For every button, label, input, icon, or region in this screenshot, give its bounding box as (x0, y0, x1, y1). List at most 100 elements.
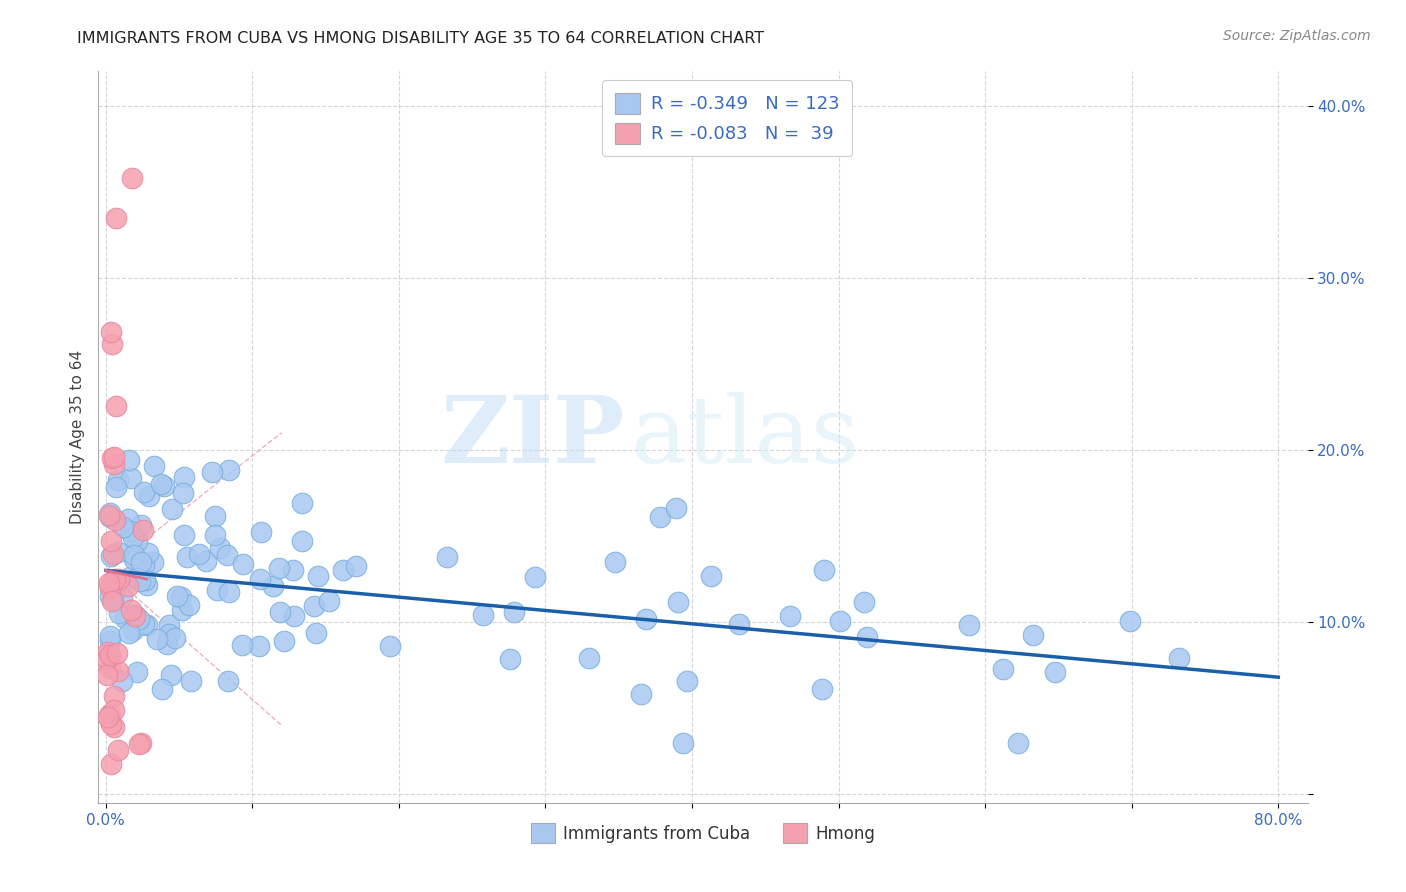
Point (118, 626, 141, 640)
Point (103, 721, 125, 735)
Point (173, 470, 195, 484)
Point (104, 513, 127, 527)
Point (344, 559, 367, 574)
Point (304, 599, 326, 613)
Point (100, 757, 122, 772)
Point (132, 617, 155, 632)
Point (269, 561, 291, 575)
Point (779, 608, 801, 623)
Point (120, 570, 142, 584)
Point (852, 595, 875, 609)
Point (993, 662, 1015, 676)
Point (122, 548, 145, 562)
Text: IMMIGRANTS FROM CUBA VS HMONG DISABILITY AGE 35 TO 64 CORRELATION CHART: IMMIGRANTS FROM CUBA VS HMONG DISABILITY… (77, 31, 765, 46)
Point (131, 518, 153, 533)
Point (101, 591, 124, 606)
Point (122, 552, 145, 566)
Point (634, 612, 657, 626)
Text: atlas: atlas (630, 392, 859, 482)
Point (98, 707, 121, 722)
Point (103, 457, 125, 471)
Point (122, 623, 145, 637)
Point (131, 524, 153, 538)
Point (127, 571, 149, 585)
Point (111, 590, 134, 604)
Point (129, 574, 152, 588)
Point (117, 512, 139, 526)
Point (103, 450, 125, 464)
Point (103, 689, 125, 703)
Point (156, 637, 179, 651)
Point (104, 572, 127, 586)
Point (111, 673, 134, 688)
Point (269, 605, 291, 619)
Point (1043, 665, 1066, 679)
Text: ZIP: ZIP (440, 392, 624, 482)
Text: Source: ZipAtlas.com: Source: ZipAtlas.com (1223, 29, 1371, 43)
Legend: Immigrants from Cuba, Hmong: Immigrants from Cuba, Hmong (524, 817, 882, 849)
Y-axis label: Disability Age 35 to 64: Disability Age 35 to 64 (69, 350, 84, 524)
Point (134, 573, 156, 587)
Point (648, 510, 671, 524)
Point (273, 634, 295, 648)
Point (231, 639, 253, 653)
Point (100, 594, 122, 608)
Point (132, 558, 155, 573)
Point (103, 703, 125, 717)
Point (98, 581, 121, 595)
Point (180, 674, 202, 689)
Point (160, 668, 183, 682)
Point (104, 480, 127, 494)
Point (97, 645, 120, 659)
Point (291, 496, 314, 510)
Point (97, 508, 120, 522)
Point (665, 500, 688, 515)
Point (218, 585, 240, 599)
Point (118, 452, 141, 467)
Point (499, 652, 522, 666)
Point (98, 575, 121, 590)
Point (172, 486, 194, 500)
Point (98, 661, 121, 675)
Point (120, 471, 142, 485)
Point (98, 634, 121, 648)
Point (125, 665, 148, 679)
Point (176, 549, 198, 564)
Point (108, 572, 131, 586)
Point (170, 603, 193, 617)
Point (305, 626, 328, 640)
Point (101, 336, 124, 351)
Point (828, 614, 851, 628)
Point (204, 509, 226, 524)
Point (699, 569, 721, 583)
Point (96, 652, 118, 666)
Point (98, 506, 121, 520)
Point (101, 574, 124, 588)
Point (1168, 651, 1191, 665)
Point (157, 618, 180, 632)
Point (100, 717, 122, 731)
Point (128, 611, 150, 625)
Point (136, 618, 159, 632)
Point (188, 547, 211, 561)
Point (98, 629, 121, 643)
Point (107, 545, 129, 559)
Point (100, 549, 122, 563)
Point (138, 489, 160, 503)
Point (112, 519, 135, 533)
Point (108, 606, 131, 620)
Point (149, 477, 172, 491)
Point (96, 667, 118, 681)
Point (165, 631, 187, 645)
Point (523, 570, 546, 584)
Point (107, 664, 129, 678)
Point (138, 546, 160, 560)
Point (281, 563, 304, 577)
Point (232, 557, 254, 571)
Point (194, 554, 217, 568)
Point (105, 646, 128, 660)
Point (318, 594, 340, 608)
Point (146, 632, 169, 647)
Point (249, 524, 271, 539)
Point (179, 598, 201, 612)
